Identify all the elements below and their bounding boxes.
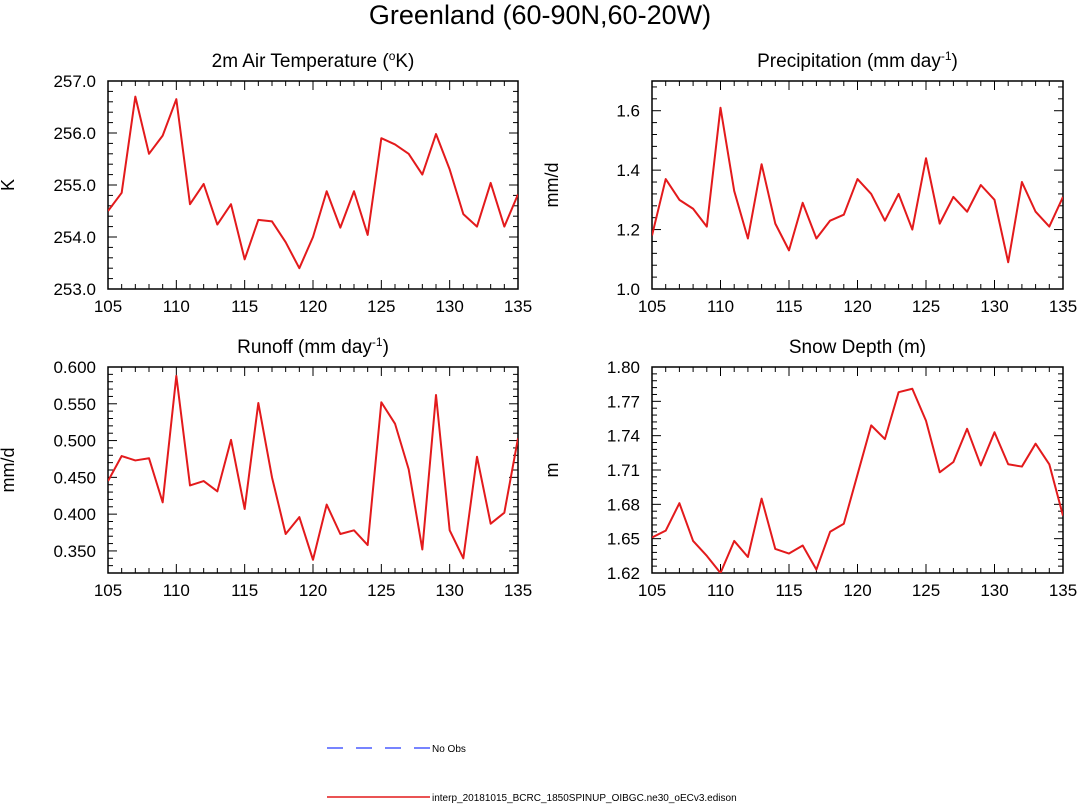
- chart-runoff-ytick-label: 0.400: [53, 505, 96, 524]
- chart-air-temperature-xtick-label: 130: [435, 297, 463, 316]
- chart-snow-depth-xtick-label: 120: [843, 581, 871, 600]
- chart-precipitation-ytick-label: 1.6: [616, 102, 640, 121]
- legend-label-no-obs: No Obs: [432, 744, 466, 755]
- chart-runoff-xtick-label: 115: [231, 581, 258, 600]
- chart-snow-depth-ytick-label: 1.65: [607, 530, 640, 549]
- chart-runoff-series-line: [108, 374, 518, 561]
- chart-snow-depth-ytick-label: 1.74: [607, 427, 640, 446]
- chart-air-temperature-xtick-label: 115: [231, 297, 258, 316]
- chart-runoff-ylabel: mm/d: [0, 448, 18, 493]
- chart-air-temperature-xtick-label: 120: [299, 297, 327, 316]
- chart-snow-depth-xtick-label: 125: [912, 581, 940, 600]
- chart-snow-depth-ytick-label: 1.62: [607, 564, 640, 583]
- chart-precipitation-ytick-label: 1.0: [616, 280, 640, 299]
- chart-snow-depth-xtick-label: 115: [775, 581, 802, 600]
- chart-precipitation-ylabel: mm/d: [542, 163, 562, 208]
- chart-snow-depth-ylabel: m: [542, 463, 562, 478]
- chart-runoff-xtick-label: 135: [504, 581, 532, 600]
- chart-air-temperature-ytick-label: 257.0: [53, 72, 96, 91]
- chart-precipitation-xtick-label: 115: [775, 297, 802, 316]
- chart-snow-depth-ytick-label: 1.80: [607, 358, 640, 377]
- chart-air-temperature-frame: [107, 80, 519, 290]
- chart-air-temperature-ytick-label: 253.0: [53, 280, 96, 299]
- chart-precipitation-title: Precipitation (mm day-1): [757, 49, 958, 72]
- chart-snow-depth-xtick-label: 130: [980, 581, 1008, 600]
- chart-runoff-xtick-label: 110: [163, 581, 190, 600]
- chart-snow-depth-series-line: [652, 387, 1063, 573]
- chart-snow-depth-title: Snow Depth (m): [789, 337, 926, 358]
- chart-precipitation-xtick-label: 125: [912, 297, 940, 316]
- chart-air-temperature-xtick-label: 125: [367, 297, 395, 316]
- chart-runoff-ytick-label: 0.450: [53, 468, 96, 487]
- legend: No Obs interp_20181015_BCRC_1850SPINUP_O…: [327, 744, 737, 804]
- chart-snow-depth-frame: [651, 366, 1064, 574]
- chart-snow-depth-xtick-label: 110: [707, 581, 734, 600]
- chart-runoff-ytick-label: 0.550: [53, 395, 96, 414]
- chart-precipitation-xtick-label: 105: [638, 297, 666, 316]
- chart-precipitation-xtick-label: 110: [707, 297, 734, 316]
- chart-precipitation-series-line: [652, 106, 1063, 264]
- chart-runoff-title: Runoff (mm day-1): [237, 335, 389, 358]
- chart-precipitation-xtick-label: 120: [843, 297, 871, 316]
- chart-snow-depth-xtick-label: 135: [1049, 581, 1077, 600]
- chart-snow-depth-xtick-label: 105: [638, 581, 666, 600]
- chart-air-temperature-ytick-label: 255.0: [53, 176, 96, 195]
- chart-air-temperature-ylabel: K: [0, 179, 18, 191]
- chart-precipitation-xtick-label: 135: [1049, 297, 1077, 316]
- chart-air-temperature-xtick-label: 135: [504, 297, 532, 316]
- chart-runoff-ytick-label: 0.350: [53, 542, 96, 561]
- chart-runoff-xtick-label: 105: [94, 581, 122, 600]
- chart-precipitation-ytick-label: 1.4: [616, 161, 640, 180]
- figure-title: Greenland (60-90N,60-20W): [369, 0, 711, 30]
- chart-air-temperature-series-line: [108, 95, 518, 270]
- chart-air-temperature-ytick-label: 256.0: [53, 124, 96, 143]
- chart-air-temperature-xtick-label: 105: [94, 297, 122, 316]
- chart-air-temperature-ytick-label: 254.0: [53, 228, 96, 247]
- panel-air-temperature: 2m Air Temperature (oK) K 105 110 115 120 125 1…: [0, 49, 532, 316]
- chart-air-temperature-xtick-label: 110: [163, 297, 190, 316]
- chart-runoff-ytick-label: 0.600: [53, 358, 96, 377]
- chart-runoff-xtick-label: 130: [435, 581, 463, 600]
- chart-air-temperature-title: 2m Air Temperature (oK): [212, 49, 415, 72]
- panel-snow-depth: Snow Depth (m) m 105 110 115 120 125 130 135 1.62…: [542, 337, 1077, 600]
- chart-runoff-ytick-label: 0.500: [53, 432, 96, 451]
- panel-precipitation: Precipitation (mm day-1) mm/d 105 110 115 120…: [542, 49, 1077, 316]
- chart-runoff-xtick-label: 125: [367, 581, 395, 600]
- panel-runoff: Runoff (mm day-1) mm/d 105 110 115 120 125 130 1…: [0, 335, 532, 600]
- chart-snow-depth-ytick-label: 1.77: [607, 392, 640, 411]
- chart-snow-depth-ytick-label: 1.68: [607, 495, 640, 514]
- chart-runoff-xtick-label: 120: [299, 581, 327, 600]
- chart-snow-depth-ytick-label: 1.71: [607, 461, 640, 480]
- legend-label-model: interp_20181015_BCRC_1850SPINUP_OIBGC.ne…: [432, 793, 737, 804]
- chart-precipitation-xtick-label: 130: [980, 297, 1008, 316]
- chart-precipitation-frame: [651, 80, 1064, 290]
- chart-precipitation-ytick-label: 1.2: [616, 221, 640, 240]
